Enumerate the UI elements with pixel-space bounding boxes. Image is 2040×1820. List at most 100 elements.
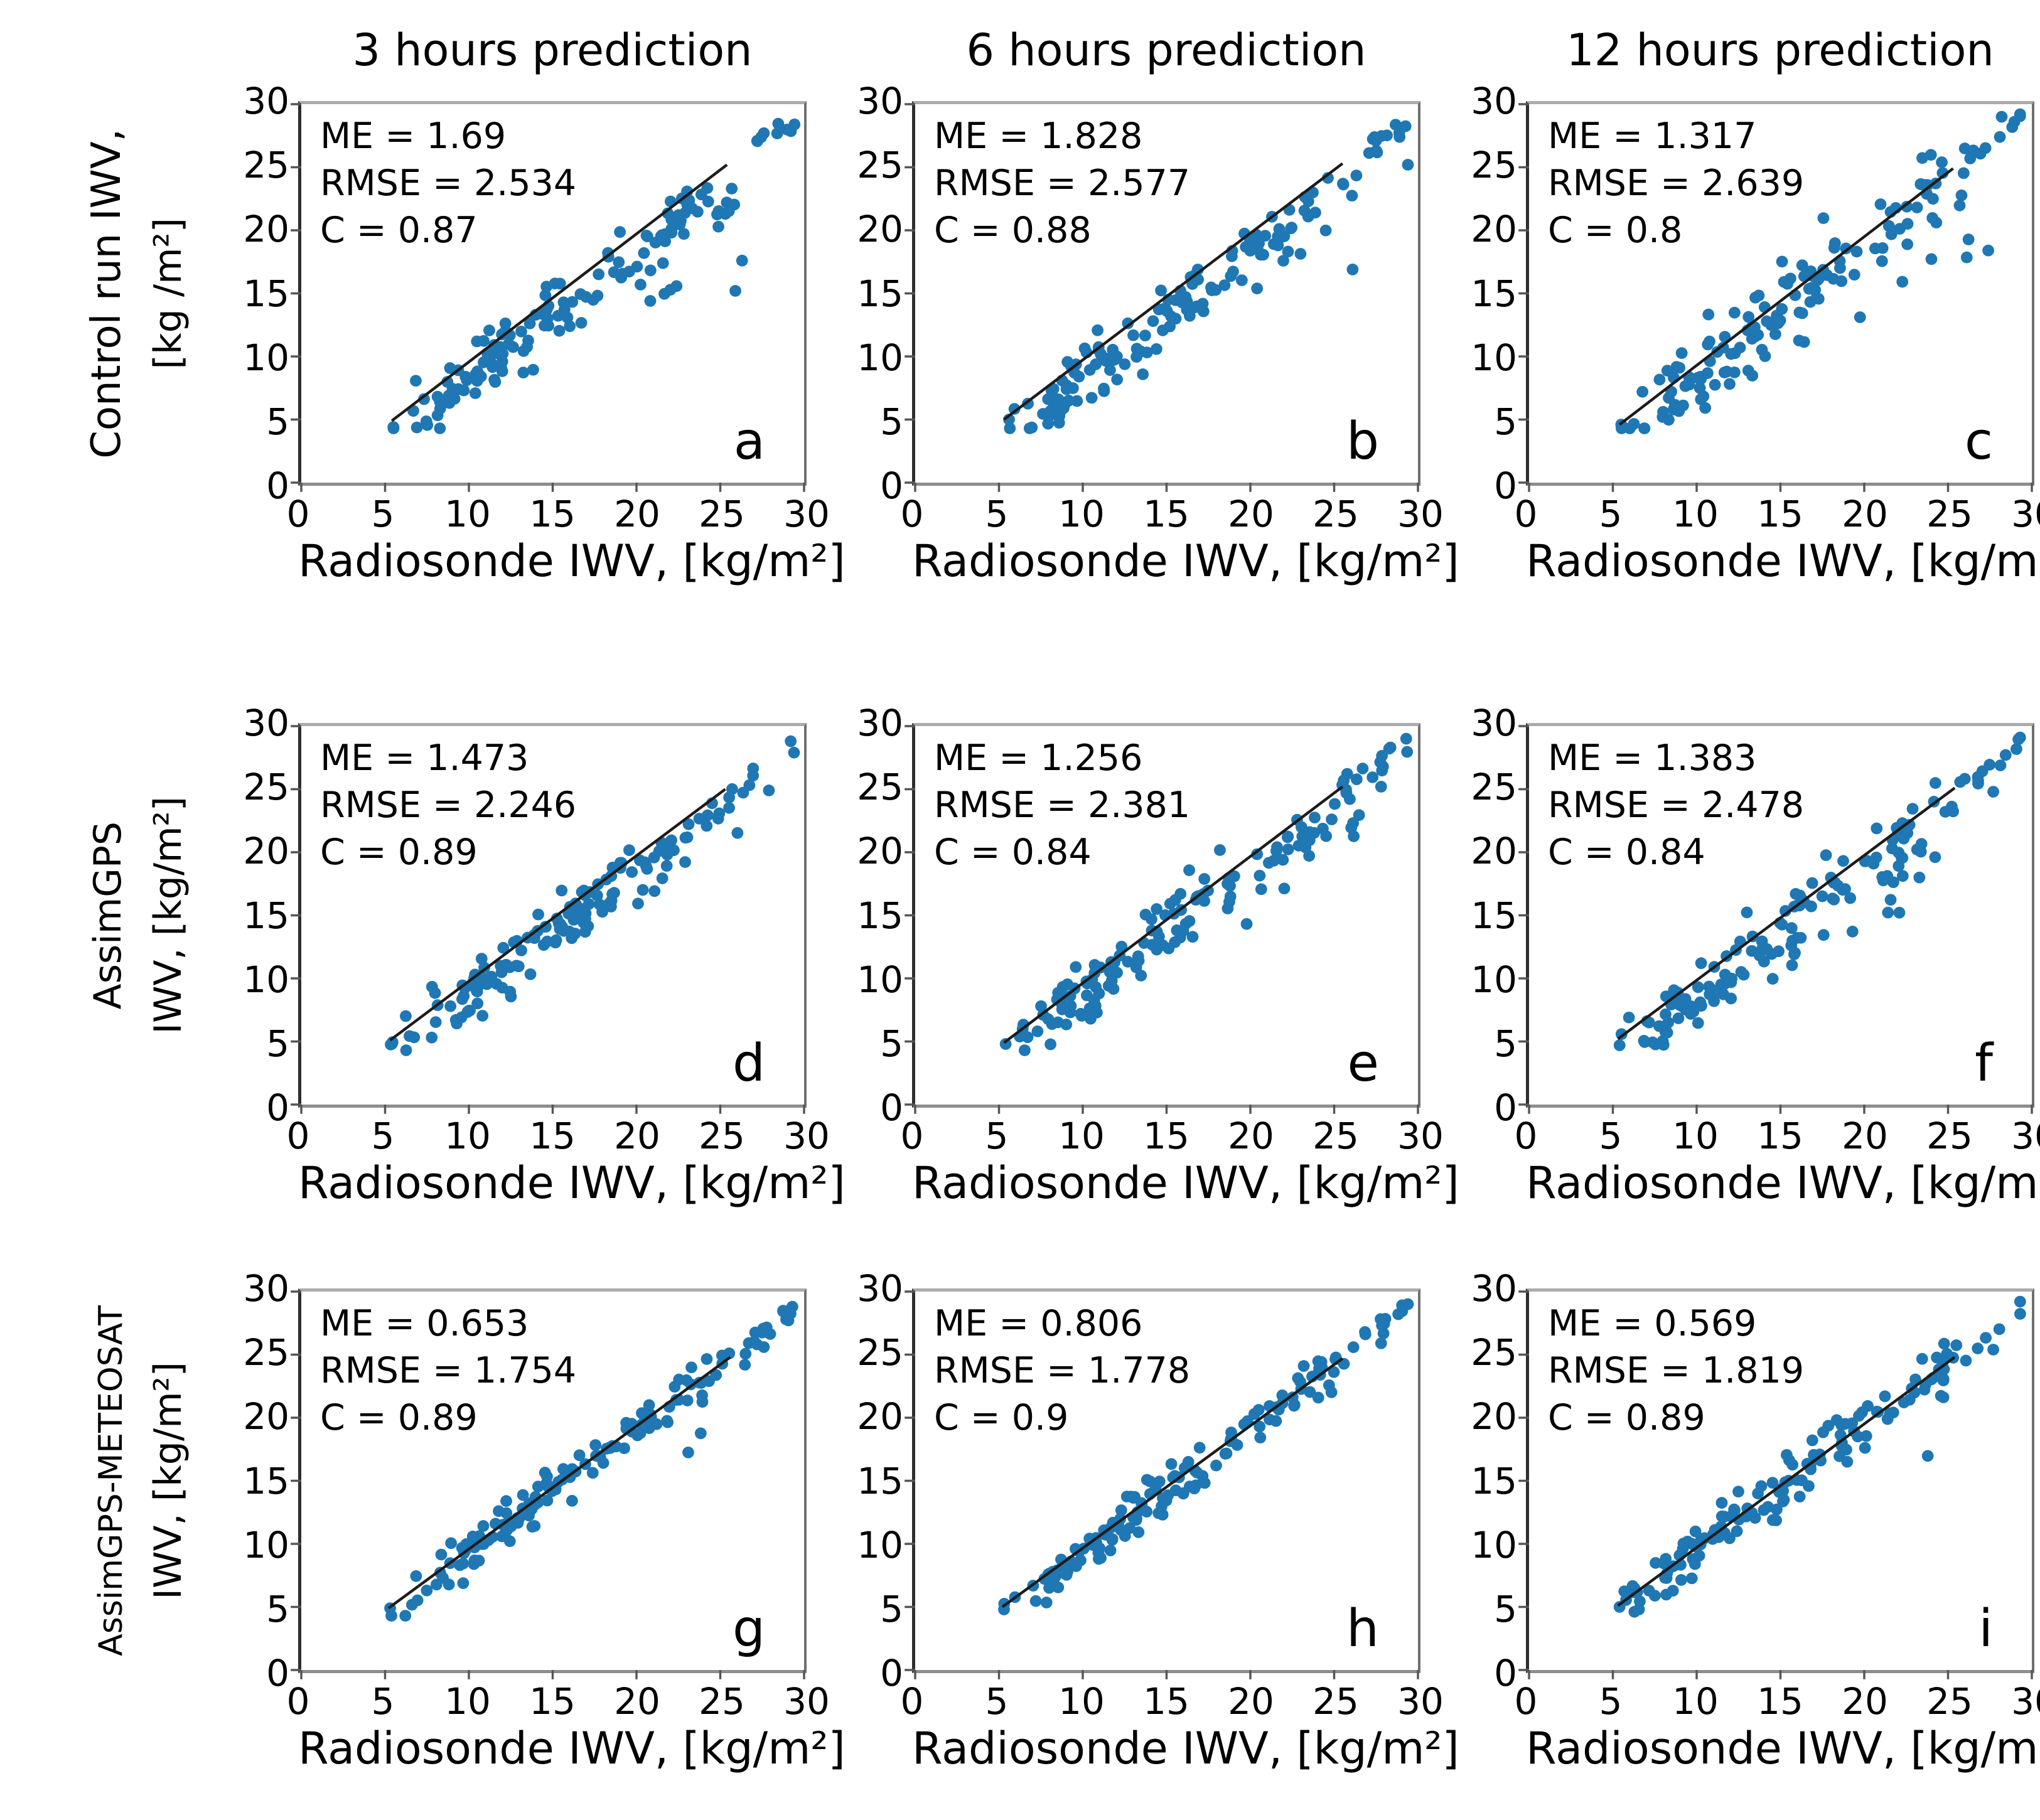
y-tick-label: 5 xyxy=(1494,1587,1517,1630)
stat-me: ME = 1.317 xyxy=(1548,115,1757,157)
column-title: 3 hours prediction xyxy=(352,24,753,76)
x-tick-label: 20 xyxy=(1842,1115,1888,1157)
y-tick-label: 5 xyxy=(1494,400,1517,443)
x-tick-label: 5 xyxy=(985,1680,1009,1723)
x-axis-ticks: 0 5 10 15 20 25 30 xyxy=(901,486,1444,535)
y-tick-label: 30 xyxy=(1471,1267,1517,1310)
panel-letter: b xyxy=(1346,412,1379,471)
x-tick-label: 20 xyxy=(614,1680,660,1723)
scatter-panel-i: 30 25 20 15 10 5 0 ME = 0.569 RMSE = 1.819 C =… xyxy=(1471,1270,2040,1792)
x-tick-label: 10 xyxy=(444,493,491,535)
plot-area: ME = 1.828 RMSE = 2.577 C = 0.88 b xyxy=(905,101,1420,492)
scatter-panel-d: 30 25 20 15 10 5 0 ME = 1.473 RMSE = 2.246 C =… xyxy=(243,705,846,1227)
stats-annotation: ME = 1.256 RMSE = 2.381 C = 0.84 xyxy=(934,735,1190,877)
row-unit-label: IWV, [kg/m²] xyxy=(146,1362,190,1600)
scatter-panel-c: 30 25 20 15 10 5 0 ME = 1.317 RMSE = 2.639 C =… xyxy=(1471,83,2040,605)
stat-c: C = 0.84 xyxy=(934,832,1092,874)
plot-area: ME = 1.256 RMSE = 2.381 C = 0.84 e xyxy=(905,723,1420,1114)
y-tick-label: 20 xyxy=(857,208,903,251)
y-tick-label: 25 xyxy=(857,144,903,187)
y-tick-label: 25 xyxy=(1471,766,1517,809)
y-tick-label: 10 xyxy=(1471,336,1517,379)
scatter-panel-g: 30 25 20 15 10 5 0 ME = 0.653 RMSE = 1.754 C =… xyxy=(243,1270,846,1792)
x-tick-label: 0 xyxy=(900,1115,924,1157)
panel-letter: h xyxy=(1346,1599,1379,1659)
x-axis-ticks: 0 5 10 15 20 25 30 xyxy=(1515,486,2040,535)
x-tick-label: 5 xyxy=(371,1115,395,1157)
y-tick-label: 25 xyxy=(857,1331,903,1374)
x-tick-label: 5 xyxy=(371,493,395,535)
stats-annotation: ME = 0.806 RMSE = 1.778 C = 0.9 xyxy=(934,1300,1190,1442)
stat-rmse: RMSE = 2.478 xyxy=(1548,784,1805,827)
stat-c: C = 0.89 xyxy=(1548,1397,1705,1439)
y-axis-ticks: 30 25 20 15 10 5 0 xyxy=(857,705,912,1126)
x-tick-label: 30 xyxy=(783,1680,830,1723)
stats-annotation: ME = 1.828 RMSE = 2.577 C = 0.88 xyxy=(934,113,1190,255)
x-axis-label: Radiosonde IWV, [kg/m²] xyxy=(298,1723,846,1774)
x-tick-label: 10 xyxy=(1058,1680,1105,1723)
x-tick-label: 15 xyxy=(1757,493,1803,535)
y-tick-label: 5 xyxy=(880,1022,903,1065)
y-tick-label: 20 xyxy=(243,830,289,873)
x-tick-label: 0 xyxy=(900,493,924,535)
x-tick-label: 20 xyxy=(614,1115,660,1157)
column-title: 6 hours prediction xyxy=(966,24,1366,76)
x-tick-label: 20 xyxy=(614,493,660,535)
y-tick-label: 15 xyxy=(857,1459,903,1502)
row-model-label: AssimGPS-METEOSAT xyxy=(92,1305,130,1656)
x-tick-label: 20 xyxy=(1842,1680,1888,1723)
scatter-panel-e: 30 25 20 15 10 5 0 ME = 1.256 RMSE = 2.381 C =… xyxy=(857,705,1459,1227)
row-unit-label: IWV, [kg/m²] xyxy=(146,796,190,1034)
x-axis-ticks: 0 5 10 15 20 25 30 xyxy=(287,1673,830,1723)
plot-area: ME = 1.383 RMSE = 2.478 C = 0.84 f xyxy=(1518,723,2034,1114)
x-tick-label: 0 xyxy=(286,1680,310,1723)
stat-rmse: RMSE = 2.639 xyxy=(1548,163,1805,205)
row-y-axis-label: AssimGPS-METEOSAT IWV, [kg/m²] xyxy=(0,1288,193,1673)
plot-area: ME = 0.806 RMSE = 1.778 C = 0.9 h xyxy=(905,1288,1420,1679)
x-tick-label: 0 xyxy=(286,493,310,535)
x-tick-label: 5 xyxy=(1599,493,1623,535)
x-axis-label: Radiosonde IWV, [kg/m²] xyxy=(298,1157,846,1209)
y-tick-label: 15 xyxy=(243,272,289,315)
row-model-label: AssimGPS xyxy=(86,821,130,1010)
y-tick-label: 0 xyxy=(266,1086,289,1129)
y-axis-ticks: 30 25 20 15 10 5 0 xyxy=(243,705,298,1126)
x-tick-label: 20 xyxy=(1228,1680,1274,1723)
scatter-plot-canvas xyxy=(1518,725,2033,1114)
stats-annotation: ME = 1.317 RMSE = 2.639 C = 0.8 xyxy=(1548,113,1804,255)
y-tick-label: 15 xyxy=(243,1459,289,1502)
stats-annotation: ME = 1.69 RMSE = 2.534 C = 0.87 xyxy=(320,113,576,255)
x-tick-label: 5 xyxy=(371,1680,395,1723)
y-tick-label: 10 xyxy=(243,1523,289,1566)
scatter-panel-a: 30 25 20 15 10 5 0 ME = 1.69 RMSE = 2.534 C = … xyxy=(243,83,846,605)
y-tick-label: 5 xyxy=(880,1587,903,1630)
panel-letter: e xyxy=(1347,1034,1379,1093)
x-axis-label: Radiosonde IWV, [kg/m²] xyxy=(1526,1723,2040,1774)
x-tick-label: 15 xyxy=(1143,1115,1189,1157)
row-unit-label: [kg /m²] xyxy=(146,217,190,370)
x-axis-ticks: 0 5 10 15 20 25 30 xyxy=(901,1673,1444,1723)
x-tick-label: 20 xyxy=(1228,493,1274,535)
y-tick-label: 10 xyxy=(857,958,903,1001)
x-axis-ticks: 0 5 10 15 20 25 30 xyxy=(1515,1673,2040,1723)
stat-me: ME = 1.473 xyxy=(320,737,529,779)
x-tick-label: 30 xyxy=(783,1115,830,1157)
column-title: 12 hours prediction xyxy=(1566,24,1994,76)
plot-area: ME = 1.473 RMSE = 2.246 C = 0.89 d xyxy=(291,723,807,1114)
stat-me: ME = 0.653 xyxy=(320,1303,529,1344)
scatter-plot-canvas xyxy=(1518,1290,2033,1679)
stats-annotation: ME = 0.653 RMSE = 1.754 C = 0.89 xyxy=(320,1300,576,1442)
x-tick-label: 15 xyxy=(529,1680,576,1723)
scatter-plot-canvas xyxy=(905,1290,1419,1679)
figure-row: Control run IWV, [kg /m²] 30 25 20 15 10 5 0 M… xyxy=(0,83,2040,605)
stat-rmse: RMSE = 1.754 xyxy=(320,1350,577,1392)
y-tick-label: 10 xyxy=(857,1523,903,1566)
x-tick-label: 25 xyxy=(1313,1680,1359,1723)
x-tick-label: 25 xyxy=(699,1680,745,1723)
figure-row: AssimGPS IWV, [kg/m²] 30 25 20 15 10 5 0 ME = … xyxy=(0,705,2040,1227)
y-tick-label: 15 xyxy=(1471,1459,1517,1502)
y-tick-label: 20 xyxy=(243,1395,289,1438)
y-tick-label: 25 xyxy=(1471,1331,1517,1374)
x-tick-label: 25 xyxy=(699,493,745,535)
stat-c: C = 0.84 xyxy=(1548,832,1705,874)
